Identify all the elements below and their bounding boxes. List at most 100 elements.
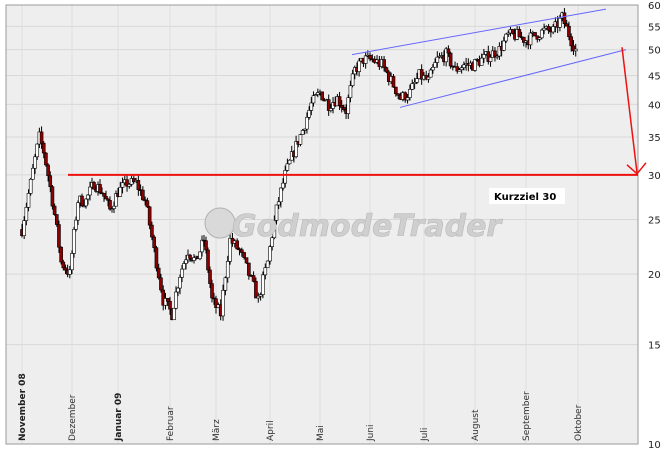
candle-body [268,246,272,262]
candle-body [254,281,258,299]
x-tick-label: Juli [420,428,430,442]
candle-body [294,141,298,158]
candle-body [265,260,270,269]
candle-body [573,48,578,52]
x-tick-label: März [212,419,222,441]
y-tick-label: 60 [648,1,661,12]
candle-body [415,78,419,83]
candle-body [433,62,437,68]
candle-body [473,59,477,71]
candle-body [247,262,251,276]
candle-body [145,200,150,208]
candle-body [141,189,145,201]
candle-body [188,254,192,259]
candle-body [363,55,368,64]
resistance-trendline [351,8,607,56]
x-tick-label: Dezember [68,394,78,441]
candle-body [48,175,53,187]
candle-body [61,261,66,269]
candle-body [108,200,112,210]
candle-body [537,37,542,40]
candle-body [214,298,218,308]
watermark-logo: GodmodeTrader [204,207,504,244]
y-tick-label: 25 [648,215,661,226]
candle-body [223,277,228,291]
candle-body [118,186,123,197]
candle-body [46,164,50,177]
candle-body [70,253,74,271]
candle-body [329,108,333,111]
candle-body [459,67,464,70]
candle-body [39,131,44,144]
candle-body [486,51,491,62]
candle-body [567,25,571,38]
y-tick-label: 15 [648,341,661,352]
candle-body [84,198,88,207]
candle-body [244,257,249,264]
candle-body [287,159,292,165]
candle-body [394,86,398,95]
candle-body [225,261,230,279]
candle-body [276,201,281,206]
candle-body [431,66,435,71]
candle-body [558,17,562,28]
candle-body [337,96,342,106]
candle-body [26,193,31,208]
candle-body [455,66,460,72]
x-tick-label: April [266,420,276,441]
candle-body [237,248,242,251]
y-tick-label: 30 [648,171,661,182]
candle-body [258,294,263,297]
candle-body [270,237,274,247]
candle-body [127,184,132,187]
candle-body [63,267,68,271]
candle-body [408,88,412,98]
candle-body [76,202,80,221]
candle-body [208,269,212,284]
candle-body [102,192,106,197]
watermark-text: GodmodeTrader [232,209,503,244]
candle-body [33,156,37,169]
plot-area [6,5,638,444]
candle-body [517,29,522,38]
x-tick-label: Februar [166,406,176,441]
candle-body [159,277,163,291]
candle-body [168,301,172,310]
candle-body [300,130,305,135]
watermark-circle [204,207,236,239]
candle-body [192,257,196,261]
candle-body [210,283,214,299]
candle-body [263,267,268,276]
annotation-kurzziel: Kurzziel 30 [489,188,565,204]
candle-body [348,85,353,98]
candle-body [28,178,33,194]
candle-body [403,92,408,101]
candle-body [446,48,451,54]
candle-body [506,32,511,35]
candlestick-series [20,8,578,321]
candle-body [132,178,136,182]
candle-body [346,97,351,114]
candle-body [50,186,55,207]
x-tick-label: Januar 09 [114,393,124,442]
candle-body [326,99,331,111]
candle-body [428,69,433,78]
candle-body [488,57,493,62]
candle-body [200,239,204,253]
candle-body [342,107,346,110]
candle-body [272,220,277,239]
candle-body [504,33,508,42]
x-tick-label: November 08 [18,373,28,441]
candle-body [298,134,303,145]
candle-body [410,83,415,90]
projection-arrowhead [626,162,647,175]
candle-body [285,163,290,171]
candle-body [251,275,256,282]
candle-body [350,73,355,86]
candle-body [242,252,246,258]
annotation-label: Kurzziel 30 [494,192,556,203]
candle-body [86,194,90,200]
y-tick-label: 50 [648,46,661,57]
candle-body [551,26,555,33]
